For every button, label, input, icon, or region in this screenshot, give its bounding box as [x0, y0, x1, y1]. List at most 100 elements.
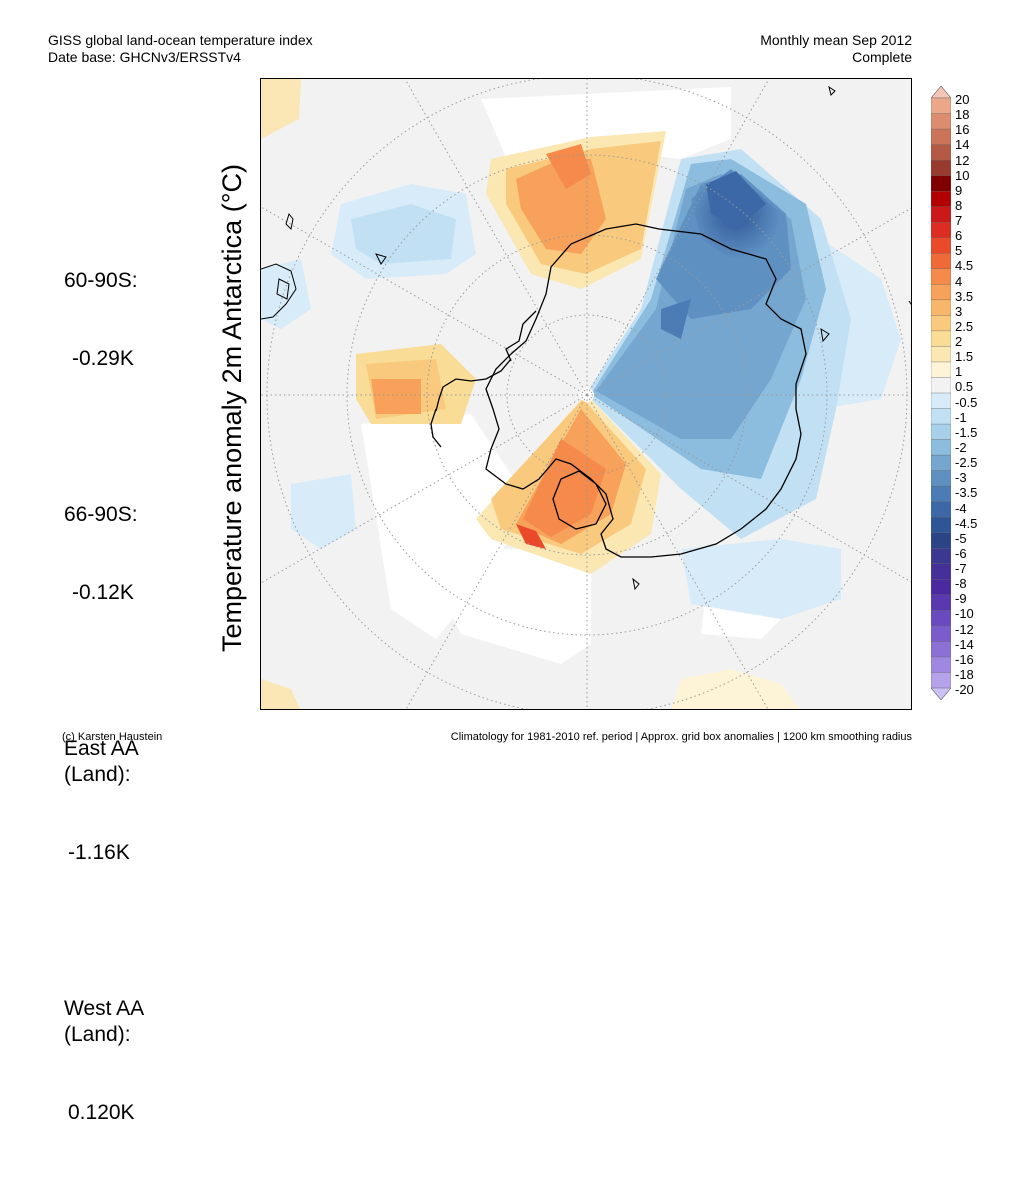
- colorbar-swatch: [931, 284, 951, 301]
- colorbar-tick-label: -1.5: [955, 424, 978, 440]
- period-info: Monthly mean Sep 2012 Complete: [640, 32, 912, 66]
- colorbar-swatch: [931, 268, 951, 285]
- colorbar-swatch: [931, 563, 951, 580]
- colorbar-tick-label: -5: [955, 530, 967, 546]
- title-line-2: Date base: GHCNv3/ERSSTv4: [48, 49, 241, 65]
- stat-label: 66-90S:: [64, 503, 138, 526]
- colorbar-swatch: [931, 594, 951, 611]
- colorbar-tick-label: 16: [955, 122, 970, 138]
- colorbar-tick-label: -20: [955, 682, 974, 697]
- stat-60-90s: 60-90S: -0.29K: [64, 216, 144, 424]
- stat-label: East AA (Land):: [64, 737, 139, 786]
- colorbar-swatch: [931, 470, 951, 487]
- colorbar-tick-label: 14: [955, 137, 970, 153]
- landmass-outlines: [261, 85, 911, 591]
- methodology-note: Climatology for 1981-2010 ref. period | …: [450, 731, 912, 743]
- colorbar-swatch: [931, 532, 951, 549]
- colorbar-tick-label: -16: [955, 651, 974, 667]
- stat-value: -1.16K: [68, 841, 130, 864]
- colorbar-tick-label: -6: [955, 545, 967, 561]
- colorbar-swatch: [931, 206, 951, 223]
- colorbar-tick-label: 1: [955, 364, 963, 380]
- title-line-1: GISS global land-ocean temperature index: [48, 32, 313, 48]
- colorbar-tick-label: 7: [955, 213, 963, 228]
- colorbar-swatch: [931, 175, 951, 192]
- copyright-text: (c) Karsten Haustein: [62, 731, 163, 743]
- colorbar-swatch: [931, 190, 951, 208]
- colorbar-swatch: [931, 222, 951, 239]
- regional-stats: 60-90S: -0.29K 66-90S: -0.12K East AA (L…: [64, 216, 144, 1204]
- colorbar-swatch: [931, 548, 951, 565]
- map-title: GISS global land-ocean temperature index…: [48, 32, 313, 66]
- period-line-2: Complete: [852, 49, 912, 65]
- colorbar-swatch: [931, 392, 951, 410]
- stat-value: -0.12K: [72, 581, 134, 604]
- y-axis-label: Temperature anomaly 2m Antarctica (°C): [217, 164, 247, 652]
- colorbar-swatch: [931, 377, 951, 394]
- colorbar: [931, 86, 951, 700]
- colorbar-tick-label: -18: [955, 666, 974, 682]
- colorbar-tick-label: 4.5: [955, 258, 974, 274]
- stat-value: 0.120K: [68, 1101, 135, 1124]
- stat-value: -0.29K: [72, 347, 134, 370]
- colorbar-tick-label: -14: [955, 636, 974, 652]
- colorbar-tick-label: -12: [955, 621, 974, 637]
- colorbar-swatch: [931, 423, 951, 441]
- colorbar-swatch: [931, 485, 951, 503]
- colorbar-swatch: [931, 346, 951, 363]
- colorbar-tick-label: 1.5: [955, 349, 974, 365]
- colorbar-swatch: [931, 144, 951, 161]
- colorbar-swatch: [931, 672, 951, 689]
- colorbar-swatch: [931, 641, 951, 658]
- colorbar-swatch: [931, 579, 951, 596]
- colorbar-tick-label: 4: [955, 273, 963, 289]
- colorbar-swatch: [931, 625, 951, 643]
- colorbar-tick-label: 10: [955, 167, 970, 183]
- stat-west-aa: West AA (Land): 0.120K: [64, 944, 144, 1178]
- colorbar-tick-label: 6: [955, 228, 963, 244]
- colorbar-swatch: [931, 159, 951, 177]
- colorbar-swatch: [931, 97, 951, 115]
- colorbar-tick-label: 3.5: [955, 288, 974, 304]
- colorbar-swatch: [931, 113, 951, 130]
- colorbar-bottom-arrow: [931, 687, 951, 700]
- colorbar-tick-label: 2: [955, 334, 963, 350]
- colorbar-swatch: [931, 361, 951, 379]
- colorbar-tick-label: -8: [955, 576, 967, 592]
- colorbar-swatch: [931, 237, 951, 254]
- colorbar-tick-label: 3: [955, 303, 963, 319]
- colorbar-tick-label: -3.5: [955, 485, 978, 501]
- colorbar-tick-label: 0.5: [955, 379, 974, 395]
- colorbar-top-arrow: [931, 86, 951, 99]
- stat-label: West AA (Land):: [64, 997, 145, 1046]
- colorbar-tick-label: -0.5: [955, 394, 978, 410]
- colorbar-tick-label: 8: [955, 197, 963, 213]
- polar-map: [260, 78, 912, 710]
- colorbar-tick-label: 5: [955, 243, 963, 259]
- colorbar-tick-label: -10: [955, 606, 974, 622]
- stat-east-aa: East AA (Land): -1.16K: [64, 684, 144, 918]
- colorbar-tick-label: 20: [955, 92, 970, 107]
- colorbar-tick-label: -7: [955, 561, 967, 576]
- colorbar-swatch: [931, 454, 951, 472]
- stat-66-90s: 66-90S: -0.12K: [64, 450, 144, 658]
- colorbar-tick-label: -4: [955, 500, 967, 516]
- colorbar-tick-label: 2.5: [955, 318, 974, 334]
- anomaly-fill: [261, 79, 901, 709]
- colorbar-tick-label: 9: [955, 182, 963, 198]
- colorbar-swatch: [931, 610, 951, 627]
- colorbar-swatch: [931, 501, 951, 518]
- period-line-1: Monthly mean Sep 2012: [760, 32, 912, 48]
- colorbar-swatch: [931, 330, 951, 348]
- colorbar-swatch: [931, 315, 951, 332]
- colorbar-tick-label: -2: [955, 439, 967, 455]
- colorbar-tick-label: -2.5: [955, 455, 978, 471]
- colorbar-swatch: [931, 128, 951, 146]
- stat-label: 60-90S:: [64, 269, 138, 292]
- colorbar-tick-label: -9: [955, 591, 967, 607]
- colorbar-swatch: [931, 517, 951, 534]
- colorbar-swatch: [931, 299, 951, 316]
- graticule: [261, 79, 911, 709]
- antarctica-coastline: [430, 223, 807, 558]
- colorbar-tick-label: 18: [955, 107, 970, 123]
